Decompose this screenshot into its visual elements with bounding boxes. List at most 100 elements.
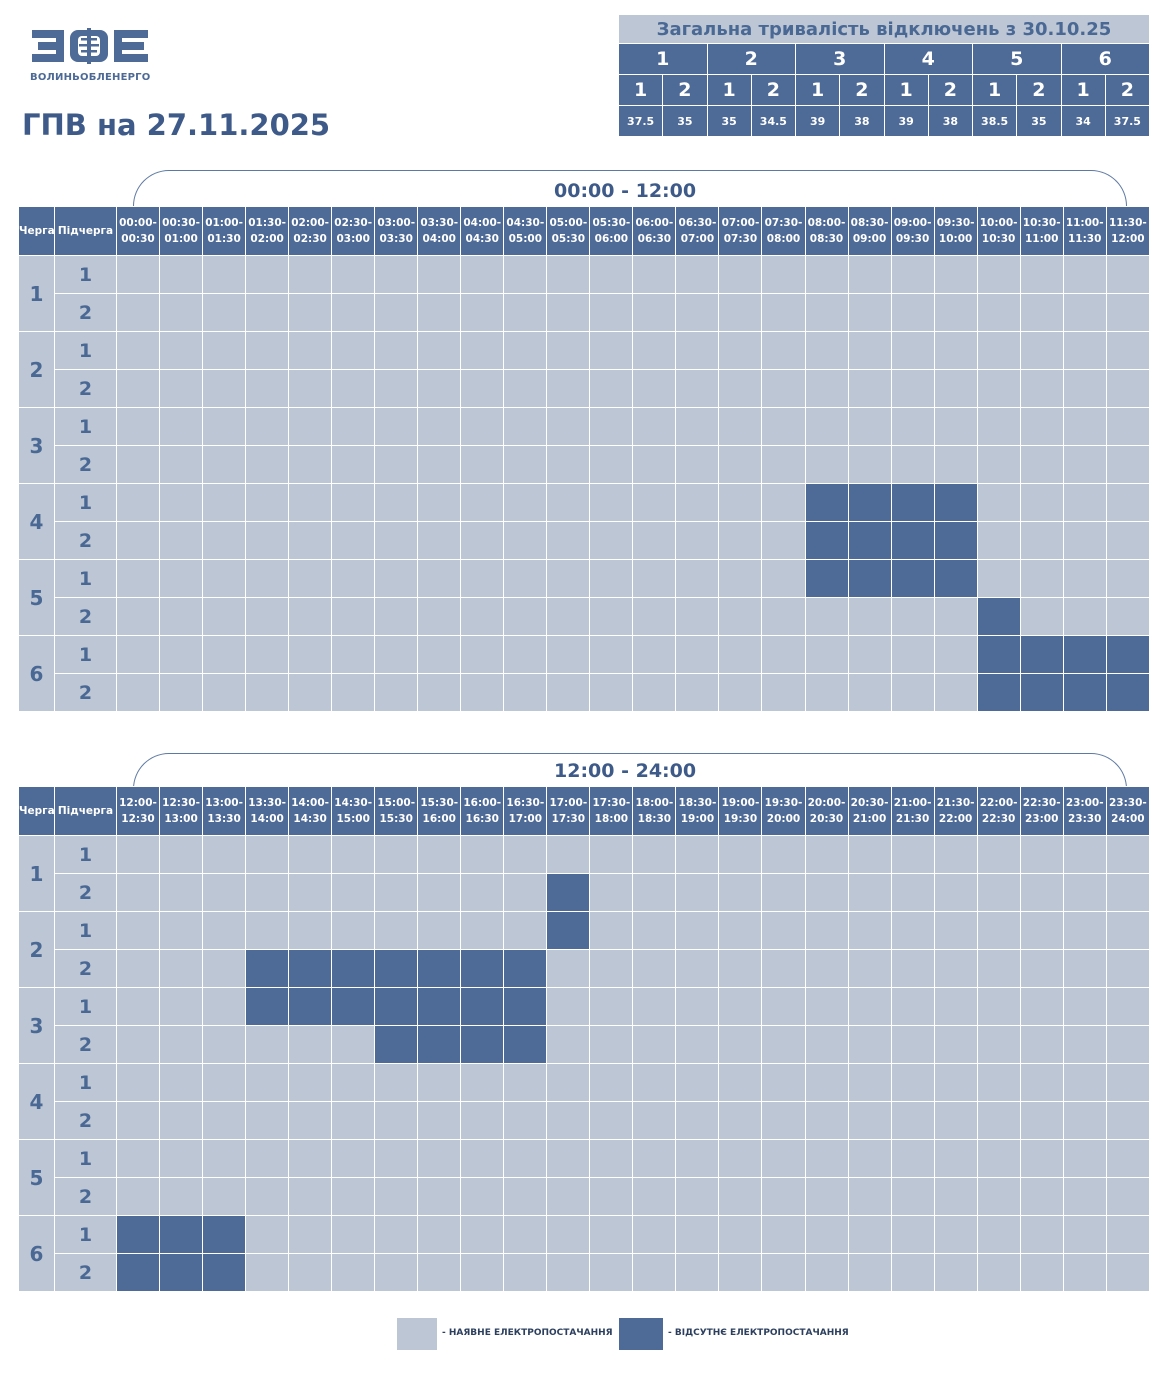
- slot-cell-power: [589, 407, 634, 446]
- subqueue-label: 2: [54, 673, 117, 712]
- slot-cell-power: [632, 1215, 677, 1254]
- slot-cell-power: [1105, 949, 1151, 988]
- slot-cell-power: [804, 1063, 849, 1102]
- slot-cell-power: [417, 673, 462, 712]
- slot-cell-power: [159, 483, 204, 522]
- subqueue-label: 2: [54, 369, 117, 408]
- summary-subqueue: 2: [839, 74, 885, 106]
- slot-cell-outage: [1019, 673, 1064, 712]
- slot-cell-power: [761, 407, 806, 446]
- slot-end: 23:00: [1024, 813, 1059, 825]
- slot-cell-power: [245, 483, 290, 522]
- time-slot-header: 19:00- 19:30: [718, 786, 763, 836]
- subqueue-label: 2: [54, 949, 117, 988]
- summary-hours: 34.5: [750, 105, 797, 137]
- slot-cell-power: [115, 407, 161, 446]
- slot-cell-power: [288, 873, 333, 912]
- slot-cell-power: [202, 635, 247, 674]
- slot-cell-outage: [503, 1025, 548, 1064]
- slot-cell-power: [589, 1139, 634, 1178]
- slot-cell-power: [632, 255, 677, 294]
- table-row: 2: [19, 597, 1151, 636]
- slot-cell-power: [417, 521, 462, 560]
- slot-cell-power: [632, 673, 677, 712]
- slot-cell-outage: [331, 987, 376, 1026]
- slot-start: 00:00-: [119, 217, 157, 229]
- slot-cell-power: [890, 407, 935, 446]
- slot-cell-outage: [933, 483, 978, 522]
- slot-cell-outage: [503, 949, 548, 988]
- slot-start: 02:30-: [334, 217, 373, 229]
- slot-cell-power: [632, 331, 677, 370]
- slot-cell-power: [1019, 949, 1064, 988]
- slot-cell-power: [288, 1101, 333, 1140]
- slot-cell-power: [933, 407, 978, 446]
- slot-cell-power: [890, 987, 935, 1026]
- slot-cell-power: [202, 255, 247, 294]
- slot-cell-power: [503, 483, 548, 522]
- subqueue-label: 1: [54, 331, 117, 370]
- slot-end: 05:00: [508, 233, 543, 245]
- slot-cell-power: [718, 987, 763, 1026]
- schedule-grid-pm: Черга Підчерга 12:00- 12:30 12:30- 13:00 13:00…: [18, 786, 1151, 1292]
- slot-cell-power: [847, 445, 892, 484]
- slot-cell-power: [546, 1253, 591, 1292]
- slot-start: 08:00-: [807, 217, 846, 229]
- time-slot-header: 00:30- 01:00: [159, 206, 204, 256]
- slot-cell-power: [589, 949, 634, 988]
- slot-cell-power: [503, 1253, 548, 1292]
- slot-cell-power: [976, 1215, 1021, 1254]
- summary-queue: 1: [618, 43, 708, 75]
- slot-cell-power: [890, 255, 935, 294]
- slot-cell-power: [245, 1215, 290, 1254]
- slot-cell-power: [804, 673, 849, 712]
- slot-cell-outage: [503, 987, 548, 1026]
- slot-cell-power: [632, 521, 677, 560]
- slot-cell-power: [718, 331, 763, 370]
- slot-cell-power: [890, 1025, 935, 1064]
- slot-cell-power: [202, 483, 247, 522]
- slot-cell-power: [1105, 331, 1151, 370]
- slot-cell-power: [589, 255, 634, 294]
- logo-subtitle: ВОЛИНЬОБЛЕНЕРГО: [30, 72, 151, 83]
- subqueue-label: 1: [54, 1063, 117, 1102]
- slot-cell-power: [890, 911, 935, 950]
- queue-label: 2: [18, 911, 55, 988]
- slot-end: 03:30: [379, 233, 413, 245]
- slot-cell-power: [202, 911, 247, 950]
- slot-cell-outage: [202, 1253, 247, 1292]
- slot-cell-power: [804, 911, 849, 950]
- slot-cell-power: [933, 1025, 978, 1064]
- slot-cell-power: [1105, 293, 1151, 332]
- slot-cell-power: [933, 1177, 978, 1216]
- slot-cell-power: [933, 673, 978, 712]
- slot-cell-power: [546, 987, 591, 1026]
- slot-cell-power: [245, 255, 290, 294]
- slot-cell-power: [761, 1215, 806, 1254]
- slot-cell-power: [115, 1177, 161, 1216]
- slot-cell-power: [847, 873, 892, 912]
- slot-cell-power: [589, 873, 634, 912]
- slot-cell-power: [159, 1177, 204, 1216]
- slot-end: 07:30: [723, 233, 758, 245]
- slot-cell-power: [804, 873, 849, 912]
- table-row: 2: [19, 873, 1151, 912]
- slot-cell-power: [115, 521, 161, 560]
- slot-cell-power: [890, 293, 935, 332]
- table-row: 2: [19, 1101, 1151, 1140]
- slot-cell-power: [245, 521, 290, 560]
- slot-cell-power: [890, 949, 935, 988]
- time-slot-header: 07:30- 08:00: [761, 206, 806, 256]
- slot-cell-power: [159, 1139, 204, 1178]
- slot-cell-power: [632, 1101, 677, 1140]
- slot-cell-power: [890, 835, 935, 874]
- time-slot-header: 02:30- 03:00: [331, 206, 376, 256]
- time-slot-header: 04:00- 04:30: [460, 206, 505, 256]
- slot-cell-power: [159, 1025, 204, 1064]
- slot-start: 06:00-: [635, 217, 674, 229]
- slot-cell-power: [1019, 369, 1064, 408]
- slot-cell-power: [761, 1253, 806, 1292]
- time-slot-header: 19:30- 20:00: [761, 786, 806, 836]
